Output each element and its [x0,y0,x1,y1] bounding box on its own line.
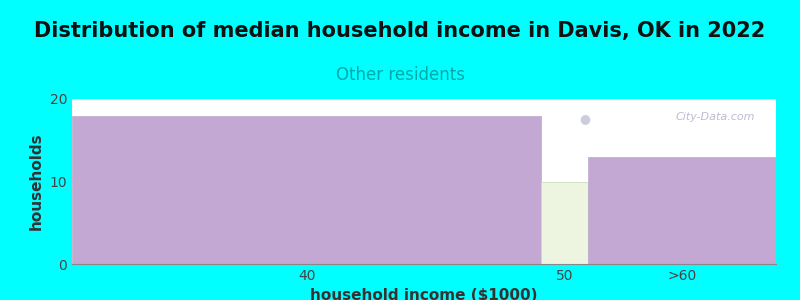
Text: Distribution of median household income in Davis, OK in 2022: Distribution of median household income … [34,21,766,41]
Text: ●: ● [579,112,590,125]
X-axis label: household income ($1000): household income ($1000) [310,288,538,300]
Bar [588,157,776,264]
Text: City-Data.com: City-Data.com [675,112,755,122]
Text: Other residents: Other residents [335,66,465,84]
Y-axis label: households: households [29,133,44,230]
Bar [72,116,542,264]
Bar [542,182,588,264]
